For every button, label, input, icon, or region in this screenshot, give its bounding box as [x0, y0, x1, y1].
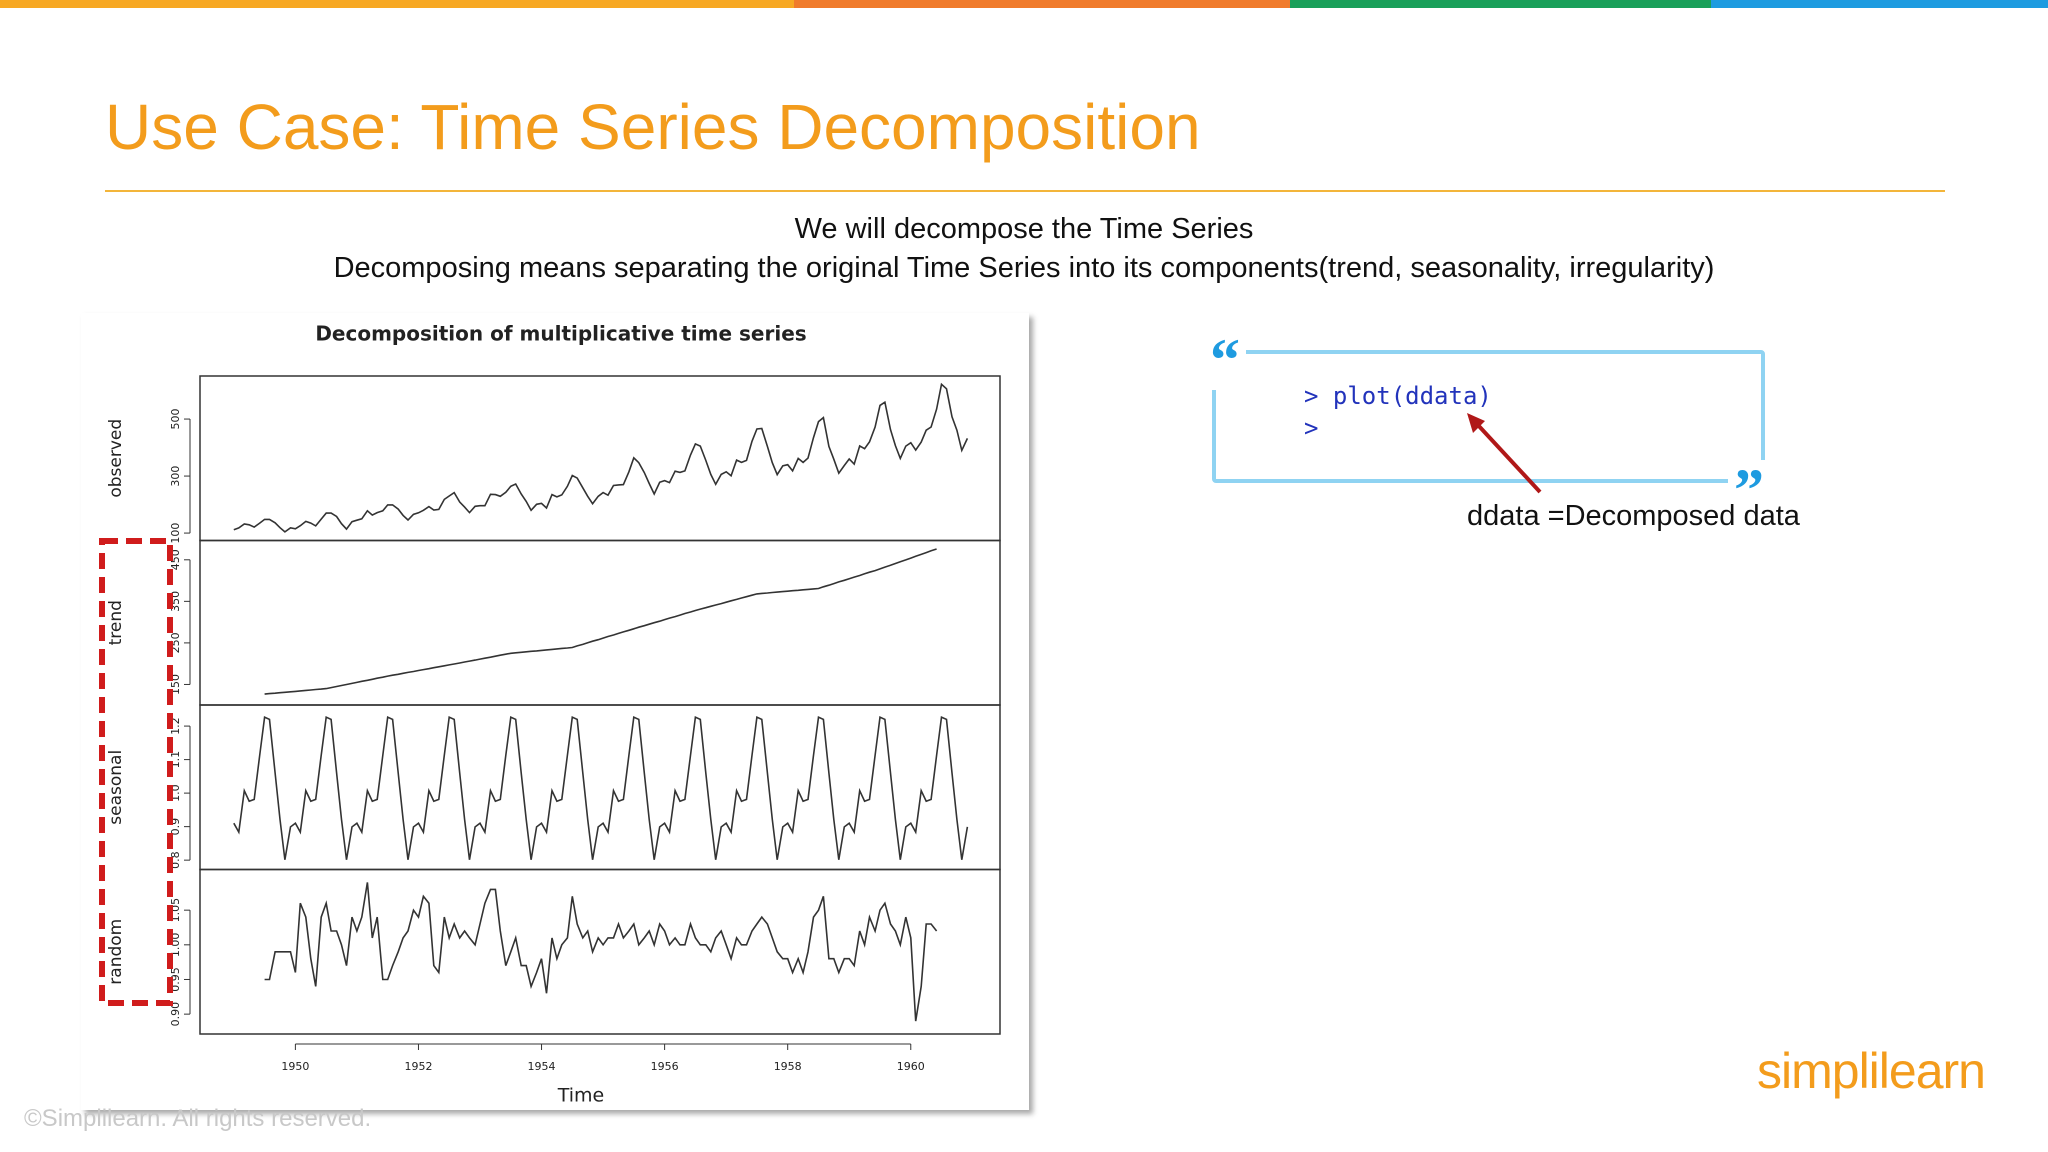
x-tick-label: 1954	[528, 1060, 556, 1073]
slide-title: Use Case: Time Series Decomposition	[105, 91, 1201, 163]
panel-frame	[199, 375, 1001, 542]
y-tick-label: 300	[169, 466, 182, 487]
code-line: >	[1304, 414, 1319, 442]
panel-frame	[199, 539, 1001, 706]
highlight-box	[99, 538, 173, 1006]
series-line	[233, 716, 969, 860]
panel-label: observed	[106, 419, 126, 498]
panel-label: random	[106, 919, 126, 985]
panel-label: seasonal	[106, 750, 126, 825]
title-rule	[105, 190, 1945, 192]
close-quote: ”	[1728, 460, 1770, 520]
arrow	[1467, 413, 1542, 494]
x-tick-label: 1956	[651, 1060, 679, 1073]
y-tick-label: 500	[169, 409, 182, 430]
intro-line: We will decompose the Time Series	[794, 213, 1254, 245]
chart-image: Decomposition of multiplicative time ser…	[81, 313, 1029, 1110]
intro-line: Decomposing means separating the origina…	[333, 252, 1715, 284]
y-tick-label: 100	[169, 523, 182, 544]
logo: simplilearn	[1757, 1043, 1986, 1099]
x-tick-label: 1952	[404, 1060, 432, 1073]
panel-frame	[199, 868, 1001, 1035]
code-line: > plot(ddata)	[1304, 382, 1492, 410]
series-line	[264, 548, 937, 695]
open-quote: “	[1204, 330, 1246, 390]
top-color-bar	[0, 0, 2048, 8]
x-tick-label: 1958	[774, 1060, 802, 1073]
panel-frame	[199, 704, 1001, 871]
x-tick-label: 1960	[897, 1060, 925, 1073]
chart-title: Decomposition of multiplicative time ser…	[315, 322, 806, 346]
y-tick-label: 0.90	[169, 1002, 182, 1027]
series-line	[233, 382, 969, 533]
x-axis-label: Time	[557, 1085, 605, 1107]
footer: ©Simplilearn. All rights reserved.	[24, 1105, 372, 1132]
annotation: ddata =Decomposed data	[1467, 500, 1800, 532]
code-box	[1212, 350, 1765, 483]
panel-label: trend	[106, 600, 126, 645]
series-line	[264, 882, 938, 1022]
chart: Decomposition of multiplicative time ser…	[106, 322, 1001, 1107]
x-tick-label: 1950	[281, 1060, 309, 1073]
